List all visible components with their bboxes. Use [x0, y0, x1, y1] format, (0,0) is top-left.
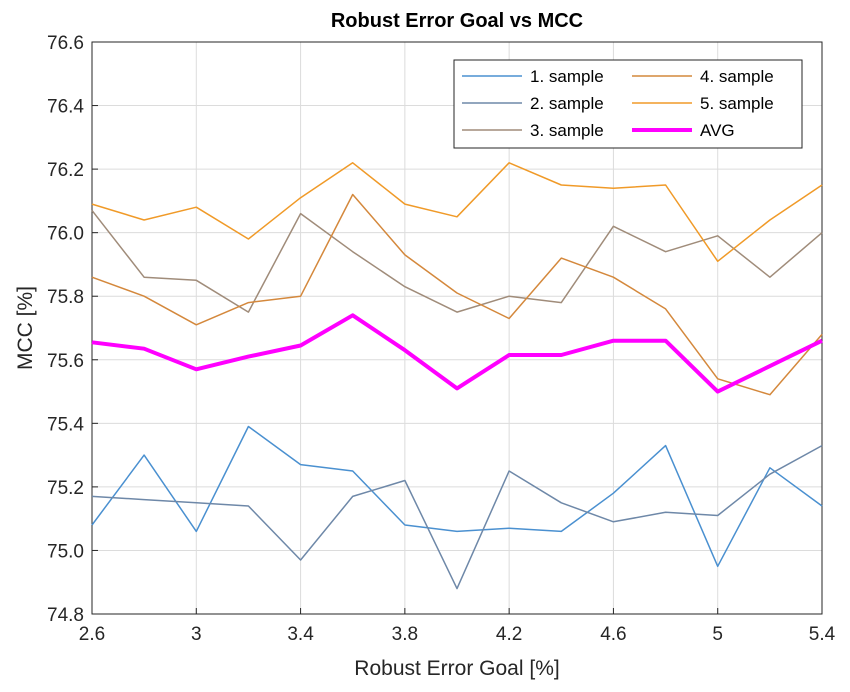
x-tick-label: 5.4	[809, 624, 836, 645]
y-tick-label: 75.2	[47, 478, 84, 499]
series-line-2	[91, 444, 823, 590]
legend: 1. sample 2. sample 3. sample 4. sample 5. s…	[453, 59, 803, 149]
series-line-1	[91, 425, 823, 568]
legend-label-1: 1. sample	[530, 67, 604, 86]
y-tick-label: 75.0	[47, 541, 84, 562]
x-axis-label: Robust Error Goal [%]	[354, 657, 559, 680]
y-tick-label: 76.4	[47, 97, 84, 118]
legend-box	[453, 59, 803, 149]
series-layer	[91, 162, 823, 590]
y-tick-label: 75.8	[47, 287, 84, 308]
x-tick-label: 3.8	[392, 624, 418, 645]
y-tick-label: 76.0	[47, 224, 84, 245]
x-tick-label: 4.2	[496, 624, 522, 645]
y-tick-label: 75.4	[47, 414, 84, 435]
legend-label-4: 4. sample	[700, 67, 774, 86]
x-tick-label: 2.6	[79, 624, 105, 645]
x-tick-label: 4.6	[600, 624, 626, 645]
x-tick-label: 3.4	[287, 624, 314, 645]
plot-frame	[91, 41, 823, 615]
legend-label-2: 2. sample	[530, 94, 604, 113]
series-line-5	[91, 162, 823, 263]
tick-labels: 2.6 3 3.4 3.8 4.2 4.6 5 5.4 74.8 75.0 75.2 75.4 75.6…	[47, 33, 836, 645]
legend-label-3: 3. sample	[530, 121, 604, 140]
legend-label-6: AVG	[700, 121, 735, 140]
legend-label-5: 5. sample	[700, 94, 774, 113]
series-line-3	[91, 209, 823, 313]
y-axis-label: MCC [%]	[14, 286, 37, 370]
x-tick-label: 3	[191, 624, 202, 645]
y-tick-label: 76.6	[47, 33, 84, 54]
series-line-6	[91, 313, 823, 394]
y-tick-label: 76.2	[47, 160, 84, 181]
y-tick-label: 75.6	[47, 351, 84, 372]
y-tick-label: 74.8	[47, 605, 84, 626]
x-tick-label: 5	[712, 624, 723, 645]
chart-title: Robust Error Goal vs MCC	[331, 10, 583, 32]
series-line-4	[91, 193, 823, 396]
